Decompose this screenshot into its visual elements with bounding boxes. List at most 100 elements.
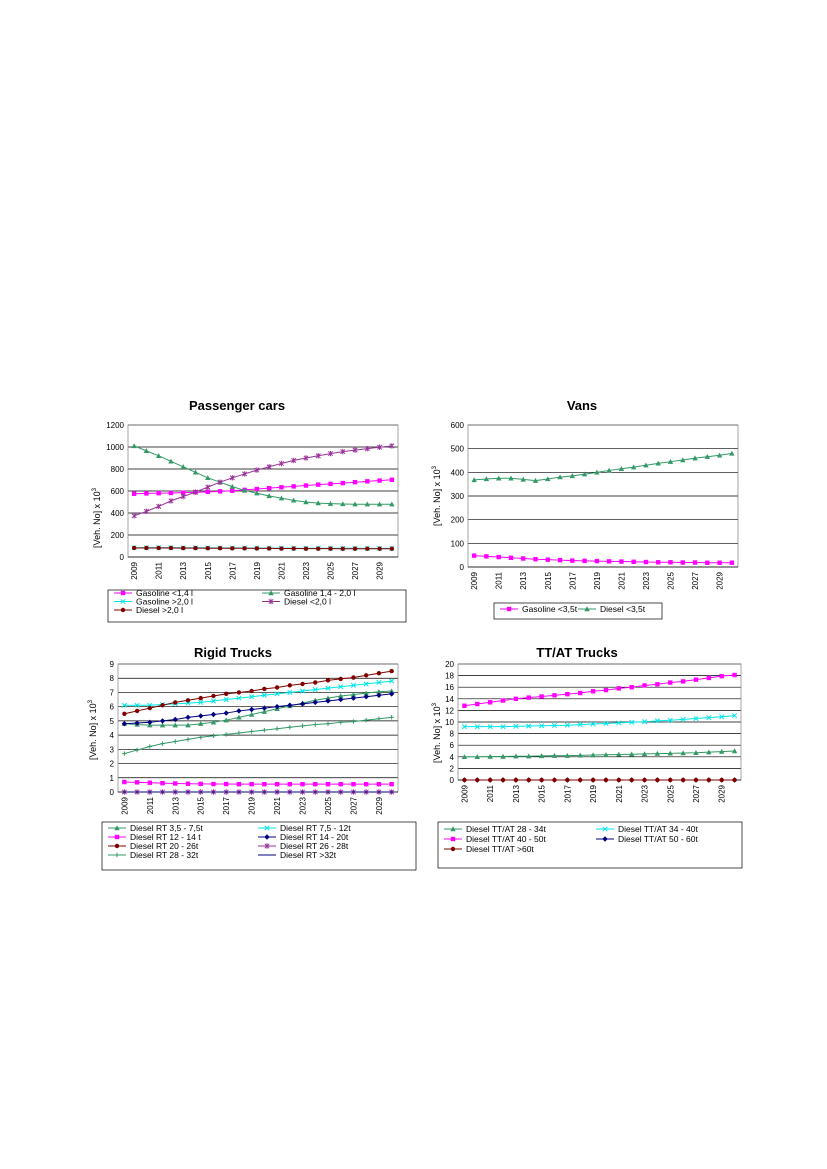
data-point xyxy=(180,493,186,500)
data-point xyxy=(325,695,331,701)
data-point xyxy=(668,560,673,565)
data-point xyxy=(581,471,588,477)
data-point xyxy=(631,559,636,564)
y-tick-label: 200 xyxy=(451,516,465,525)
data-point xyxy=(242,546,247,551)
data-point xyxy=(487,724,493,730)
data-point xyxy=(236,781,242,787)
data-point xyxy=(327,500,334,506)
x-tick-label: 2017 xyxy=(222,796,231,814)
data-point xyxy=(654,718,660,724)
data-point xyxy=(693,677,699,682)
data-point xyxy=(134,702,140,708)
data-point xyxy=(655,777,660,783)
y-tick-label: 10 xyxy=(445,718,454,727)
data-point xyxy=(185,737,191,742)
x-tick-label: 2025 xyxy=(324,796,333,814)
data-point xyxy=(526,695,531,700)
x-tick-label: 2019 xyxy=(593,571,602,589)
legend-item: Diesel TT/AT 28 - 34t xyxy=(444,824,546,834)
data-point xyxy=(192,489,199,495)
data-point xyxy=(303,455,309,461)
chart-rigid-trucks-svg: Rigid Trucks [Veh. No] x 103 01234567892… xyxy=(88,645,417,871)
data-point xyxy=(667,750,673,756)
y-tick-label: 9 xyxy=(110,660,115,669)
legend-marker xyxy=(584,606,590,612)
data-point xyxy=(680,560,685,565)
data-point xyxy=(629,685,634,690)
x-tick-label: 2019 xyxy=(248,796,257,814)
data-point xyxy=(300,723,305,729)
data-point xyxy=(144,491,149,496)
data-point xyxy=(205,489,210,495)
data-point xyxy=(325,781,331,787)
data-point xyxy=(168,498,174,504)
legend-label: Diesel TT/AT 34 - 40t xyxy=(618,824,698,834)
data-point xyxy=(223,710,229,716)
data-point xyxy=(303,546,309,551)
plot-frame xyxy=(117,663,399,793)
data-point xyxy=(156,491,161,496)
data-point xyxy=(290,497,297,503)
data-point xyxy=(569,473,576,479)
legend-marker xyxy=(450,846,456,852)
legend-label: Diesel TT/AT 40 - 50t xyxy=(466,834,546,844)
data-point xyxy=(641,751,648,757)
data-point xyxy=(363,781,369,787)
y-tick-label: 300 xyxy=(451,492,465,501)
data-point xyxy=(680,777,686,783)
data-point xyxy=(471,553,477,558)
data-point xyxy=(131,443,137,449)
data-point xyxy=(223,732,229,737)
data-point xyxy=(680,679,686,684)
series-0 xyxy=(471,553,735,565)
y-tick-label: 1 xyxy=(110,774,115,783)
data-point xyxy=(315,500,321,506)
y-tick-label: 4 xyxy=(450,753,455,762)
data-point xyxy=(603,687,609,693)
y-axis-label: [Veh. No] x 103 xyxy=(92,487,102,548)
data-point xyxy=(328,481,333,487)
data-point xyxy=(338,676,343,682)
data-point xyxy=(706,675,712,681)
series-1 xyxy=(471,450,735,483)
y-axis-label-exponent: 3 xyxy=(432,465,438,469)
legend-marker xyxy=(268,598,274,605)
data-point xyxy=(389,668,394,674)
legend-marker xyxy=(450,836,456,842)
data-point xyxy=(351,719,356,724)
data-point xyxy=(643,559,649,565)
data-point xyxy=(327,450,334,457)
data-point xyxy=(475,777,480,783)
data-point xyxy=(539,777,544,783)
data-point xyxy=(352,546,358,551)
y-tick-label: 400 xyxy=(451,468,465,477)
data-point xyxy=(487,700,493,705)
data-point xyxy=(181,545,186,551)
data-point xyxy=(363,673,369,678)
data-point xyxy=(729,450,735,456)
data-point xyxy=(180,464,186,469)
data-point xyxy=(654,750,661,756)
data-point xyxy=(552,693,557,698)
x-tick-label: 2011 xyxy=(155,561,164,579)
data-point xyxy=(351,675,356,680)
data-point xyxy=(590,689,596,694)
legend-label: Diesel <3,5t xyxy=(600,604,646,614)
data-point xyxy=(168,490,174,496)
y-axis-label: [Veh. No] x 103 xyxy=(88,699,98,760)
data-point xyxy=(577,752,583,758)
data-point xyxy=(732,777,737,783)
data-point xyxy=(230,488,235,493)
data-point xyxy=(389,443,395,449)
data-point xyxy=(513,777,519,783)
series-1 xyxy=(461,713,738,730)
legend-label: Diesel RT 12 - 14 t xyxy=(130,832,201,842)
series-line xyxy=(124,781,392,785)
data-point xyxy=(732,713,738,719)
legend-marker xyxy=(602,836,608,842)
data-point xyxy=(325,678,331,683)
x-tick-label: 2027 xyxy=(691,571,700,589)
data-point xyxy=(590,721,596,727)
legend-label: Diesel RT 26 - 28t xyxy=(280,841,349,851)
